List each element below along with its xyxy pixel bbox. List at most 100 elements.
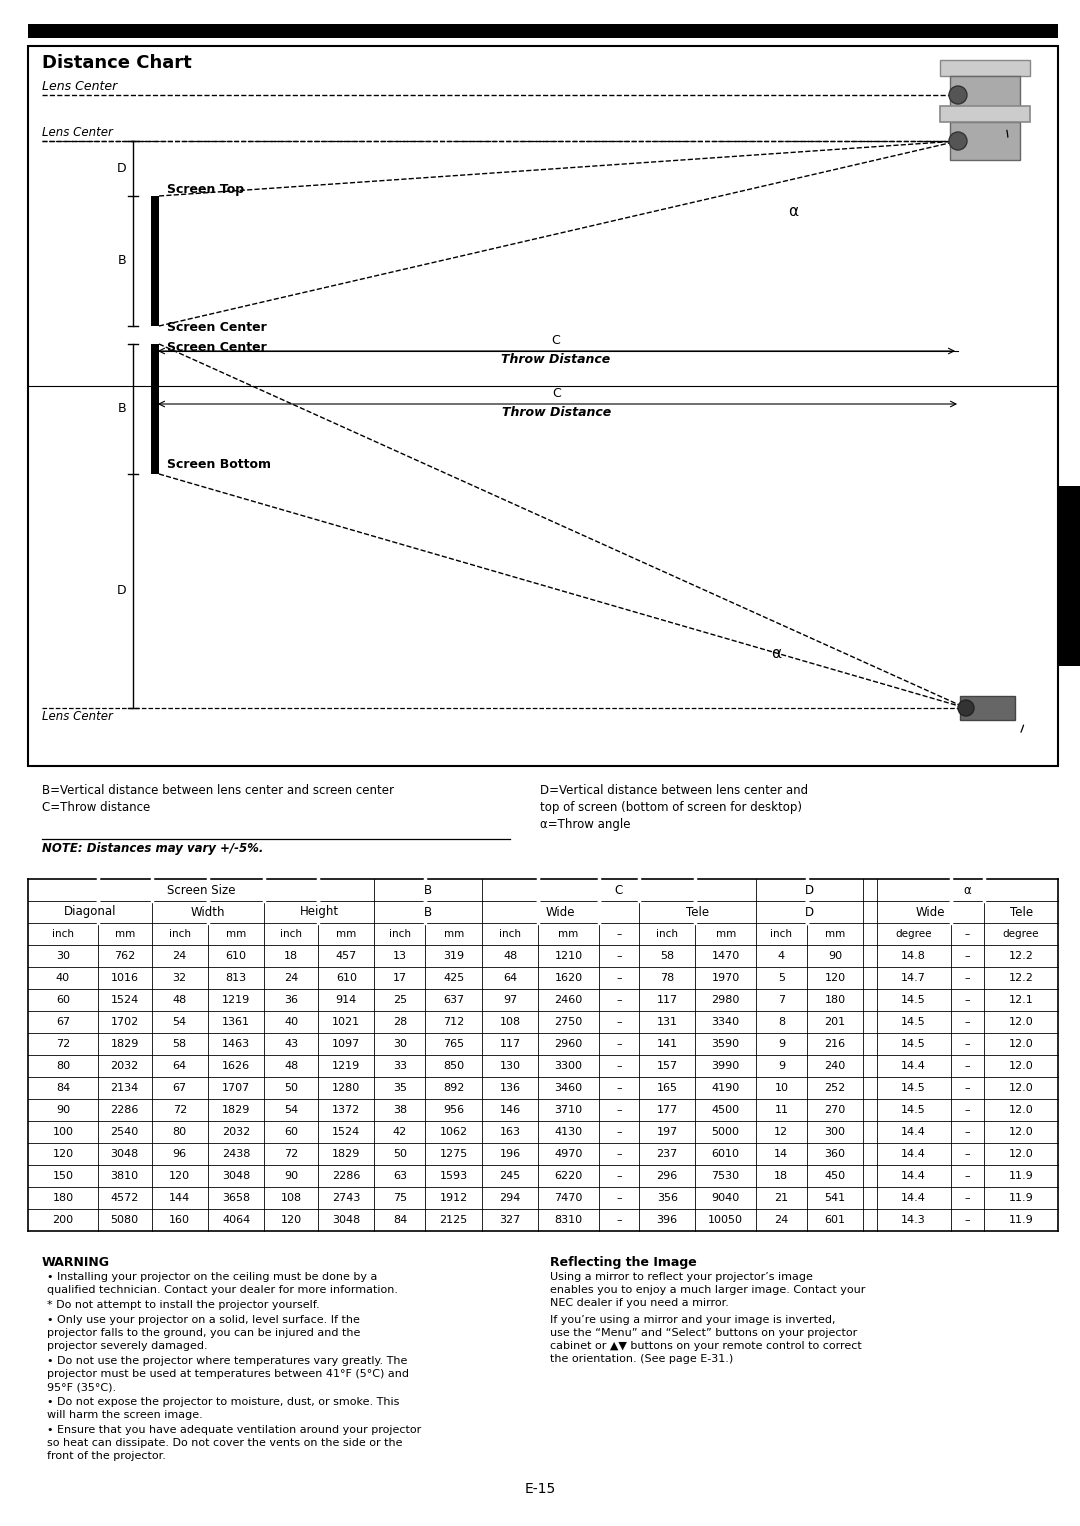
Text: 1062: 1062: [440, 1128, 468, 1137]
Text: 58: 58: [173, 1039, 187, 1048]
Text: 5000: 5000: [712, 1128, 740, 1137]
Text: –: –: [616, 1215, 622, 1225]
Text: 1829: 1829: [332, 1149, 361, 1160]
Text: –: –: [964, 1149, 970, 1160]
Text: 72: 72: [284, 1149, 298, 1160]
Text: inch: inch: [168, 929, 191, 938]
Text: 163: 163: [500, 1128, 521, 1137]
Text: –: –: [616, 1061, 622, 1071]
Text: mm: mm: [114, 929, 135, 938]
Text: 2032: 2032: [110, 1061, 139, 1071]
Text: –: –: [617, 929, 621, 938]
Text: 3048: 3048: [110, 1149, 139, 1160]
Text: 32: 32: [173, 974, 187, 983]
Text: 914: 914: [336, 995, 356, 1006]
Text: 165: 165: [657, 1083, 678, 1093]
Text: 8310: 8310: [554, 1215, 582, 1225]
Text: –: –: [616, 1149, 622, 1160]
Text: 12.2: 12.2: [1009, 951, 1034, 961]
Text: 7470: 7470: [554, 1193, 583, 1202]
Text: 95°F (35°C).: 95°F (35°C).: [48, 1383, 117, 1392]
Text: inch: inch: [389, 929, 411, 938]
Text: 1372: 1372: [333, 1105, 361, 1116]
Text: –: –: [964, 929, 970, 938]
Text: 4: 4: [778, 951, 785, 961]
Text: 1626: 1626: [222, 1061, 251, 1071]
Text: • Do not expose the projector to moisture, dust, or smoke. This: • Do not expose the projector to moistur…: [48, 1396, 400, 1407]
Text: 12.0: 12.0: [1009, 1105, 1034, 1116]
Text: 75: 75: [393, 1193, 407, 1202]
Text: mm: mm: [444, 929, 463, 938]
Text: 14.4: 14.4: [901, 1149, 926, 1160]
Text: 13: 13: [393, 951, 407, 961]
Text: 216: 216: [824, 1039, 846, 1048]
Text: 541: 541: [824, 1193, 846, 1202]
Text: Screen Size: Screen Size: [167, 884, 235, 896]
Text: 1912: 1912: [440, 1193, 468, 1202]
Text: Screen Center: Screen Center: [167, 320, 267, 334]
Text: 197: 197: [657, 1128, 678, 1137]
Text: Screen Bottom: Screen Bottom: [167, 458, 271, 472]
Text: 296: 296: [657, 1170, 678, 1181]
Text: 12.2: 12.2: [1009, 974, 1034, 983]
Text: Distance Chart: Distance Chart: [42, 53, 192, 72]
Text: 40: 40: [56, 974, 70, 983]
Text: 300: 300: [824, 1128, 846, 1137]
Text: 4572: 4572: [110, 1193, 139, 1202]
Text: –: –: [964, 1128, 970, 1137]
Text: D: D: [805, 905, 814, 919]
Text: 67: 67: [56, 1016, 70, 1027]
Text: 30: 30: [56, 951, 70, 961]
Text: 35: 35: [393, 1083, 407, 1093]
Text: 762: 762: [114, 951, 135, 961]
Text: D: D: [117, 584, 126, 598]
Text: Wide: Wide: [545, 905, 576, 919]
Text: 8: 8: [778, 1016, 785, 1027]
Text: mm: mm: [716, 929, 735, 938]
Text: α: α: [788, 203, 798, 218]
Bar: [940, 105, 1030, 122]
Text: 12.0: 12.0: [1009, 1149, 1034, 1160]
Text: 48: 48: [503, 951, 517, 961]
Text: 6220: 6220: [554, 1170, 582, 1181]
Circle shape: [949, 133, 967, 150]
Text: 14.4: 14.4: [901, 1193, 926, 1202]
Text: 18: 18: [774, 1170, 788, 1181]
Text: 180: 180: [52, 1193, 73, 1202]
Text: 9: 9: [778, 1039, 785, 1048]
Text: 1970: 1970: [712, 974, 740, 983]
Text: 1829: 1829: [110, 1039, 139, 1048]
Text: 97: 97: [503, 995, 517, 1006]
Text: • Do not use the projector where temperatures vary greatly. The: • Do not use the projector where tempera…: [48, 1357, 407, 1366]
Text: inch: inch: [657, 929, 678, 938]
Text: 25: 25: [393, 995, 407, 1006]
Text: 252: 252: [824, 1083, 846, 1093]
Text: so heat can dissipate. Do not cover the vents on the side or the: so heat can dissipate. Do not cover the …: [48, 1437, 403, 1448]
Text: 96: 96: [173, 1149, 187, 1160]
Text: 3658: 3658: [222, 1193, 251, 1202]
Text: 2134: 2134: [110, 1083, 139, 1093]
Text: –: –: [616, 1105, 622, 1116]
Text: D: D: [117, 162, 126, 175]
Text: –: –: [616, 995, 622, 1006]
Text: 956: 956: [443, 1105, 464, 1116]
Text: Screen Center: Screen Center: [167, 340, 267, 354]
Text: 24: 24: [284, 974, 298, 983]
Text: 11.9: 11.9: [1009, 1193, 1034, 1202]
Text: 14.5: 14.5: [902, 1039, 926, 1048]
Text: 117: 117: [657, 995, 678, 1006]
Text: top of screen (bottom of screen for desktop): top of screen (bottom of screen for desk…: [540, 801, 802, 813]
Text: 200: 200: [52, 1215, 73, 1225]
Text: 2460: 2460: [554, 995, 582, 1006]
Text: 4064: 4064: [222, 1215, 251, 1225]
Text: 150: 150: [53, 1170, 73, 1181]
Text: Width: Width: [191, 905, 226, 919]
Text: 14.5: 14.5: [902, 1016, 926, 1027]
Text: 36: 36: [284, 995, 298, 1006]
Text: –: –: [616, 1039, 622, 1048]
Text: 72: 72: [173, 1105, 187, 1116]
Text: –: –: [964, 1215, 970, 1225]
Text: 4500: 4500: [712, 1105, 740, 1116]
Text: 12.0: 12.0: [1009, 1016, 1034, 1027]
Text: 80: 80: [173, 1128, 187, 1137]
